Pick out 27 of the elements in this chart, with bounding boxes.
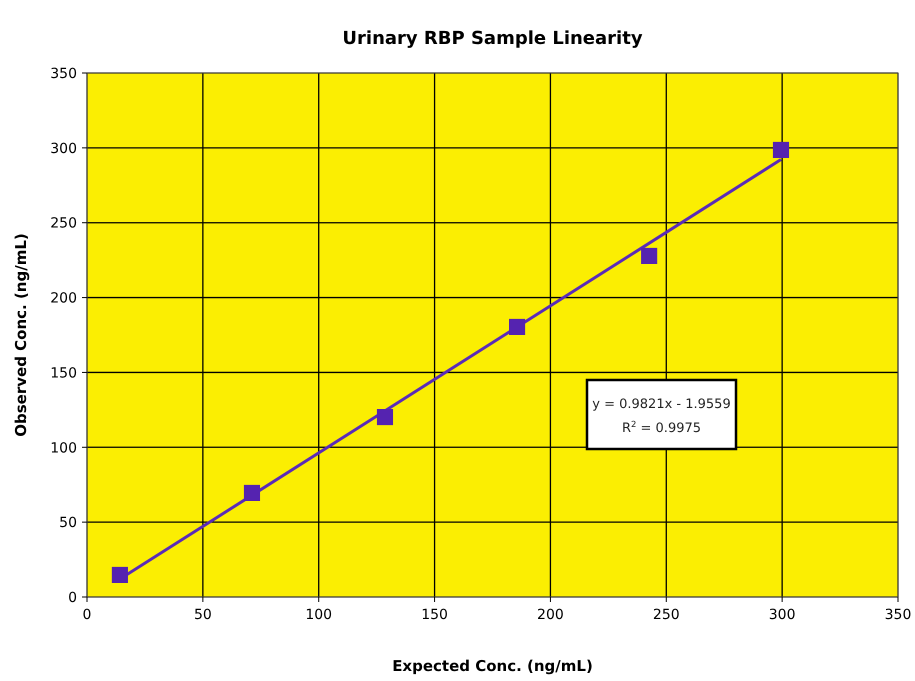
- y-tick-label: 350: [50, 66, 77, 82]
- x-tick-label: 250: [652, 607, 680, 623]
- chart-title: Urinary RBP Sample Linearity: [342, 28, 643, 49]
- y-axis-title: Observed Conc. (ng/mL): [12, 233, 30, 437]
- x-tick-label: 350: [884, 607, 912, 623]
- point: [772, 142, 790, 158]
- x-tick-label: 50: [194, 607, 212, 623]
- x-axis-title: Expected Conc. (ng/mL): [392, 657, 593, 675]
- point: [112, 566, 128, 584]
- annotation: y = 0.9821x - 1.9559: [592, 397, 731, 412]
- x-tick-label: 300: [768, 607, 796, 623]
- x-tick-label: 200: [537, 607, 564, 623]
- y-tick-label: 200: [50, 290, 77, 307]
- y-tick-label: 250: [50, 216, 77, 232]
- point: [641, 248, 658, 264]
- x-tick-label: 100: [305, 607, 332, 623]
- y-tick-label: 100: [50, 440, 77, 456]
- y-tick-label: 0: [68, 590, 77, 606]
- x-tick-label: 0: [82, 607, 92, 623]
- y-tick-label: 150: [50, 365, 77, 382]
- x-tick-label: 150: [421, 607, 448, 623]
- point: [509, 318, 526, 335]
- annotation: R$^{2}$ = 0.9975: [622, 419, 702, 436]
- point: [244, 484, 260, 502]
- y-tick-label: 50: [59, 515, 77, 532]
- point: [376, 408, 394, 426]
- y-tick-label: 300: [50, 140, 77, 157]
